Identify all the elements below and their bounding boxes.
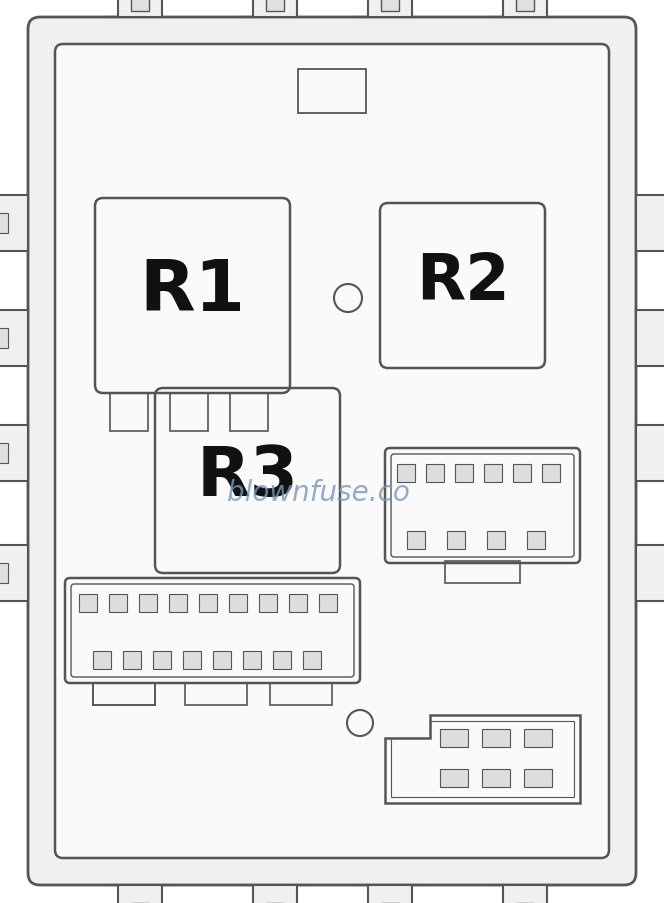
Bar	[445, 562, 520, 583]
Bar	[153, 651, 171, 669]
Polygon shape	[104, 0, 162, 18]
Polygon shape	[239, 885, 311, 903]
Text: R2: R2	[416, 250, 509, 312]
Bar	[123, 651, 141, 669]
Bar	[109, 594, 127, 612]
Bar	[0, 443, 8, 463]
FancyBboxPatch shape	[55, 45, 609, 858]
Polygon shape	[0, 545, 28, 601]
Bar	[185, 684, 247, 705]
Bar	[516, 0, 534, 12]
Bar	[93, 651, 111, 669]
Bar	[0, 329, 8, 349]
Bar	[397, 464, 415, 482]
Bar	[513, 464, 531, 482]
Bar	[266, 0, 284, 12]
Bar	[169, 594, 187, 612]
Bar	[455, 464, 473, 482]
Bar	[243, 651, 261, 669]
Bar	[484, 464, 502, 482]
Bar	[542, 464, 560, 482]
Polygon shape	[489, 885, 561, 903]
Bar	[524, 769, 552, 787]
Text: R1: R1	[139, 256, 246, 326]
Bar	[259, 594, 277, 612]
Bar	[229, 594, 247, 612]
Polygon shape	[239, 0, 297, 18]
Bar	[199, 594, 217, 612]
Polygon shape	[0, 311, 28, 367]
Bar	[527, 531, 545, 549]
Bar	[213, 651, 231, 669]
Polygon shape	[636, 425, 664, 481]
Polygon shape	[0, 196, 28, 252]
Bar	[0, 563, 8, 583]
Bar	[407, 531, 425, 549]
Polygon shape	[636, 545, 664, 601]
Bar	[440, 730, 468, 747]
Polygon shape	[0, 425, 28, 481]
Bar	[482, 730, 510, 747]
Polygon shape	[104, 885, 176, 903]
Bar	[79, 594, 97, 612]
Bar	[289, 594, 307, 612]
Polygon shape	[636, 311, 664, 367]
Bar	[298, 70, 366, 114]
Bar	[183, 651, 201, 669]
Polygon shape	[354, 0, 412, 18]
Bar	[273, 651, 291, 669]
Bar	[93, 684, 155, 705]
Bar	[524, 730, 552, 747]
Bar	[270, 684, 332, 705]
FancyBboxPatch shape	[28, 18, 636, 885]
Bar	[303, 651, 321, 669]
Polygon shape	[489, 0, 547, 18]
Bar	[131, 0, 149, 12]
Bar	[381, 0, 399, 12]
Bar	[426, 464, 444, 482]
Text: R3: R3	[197, 442, 299, 509]
Polygon shape	[354, 885, 426, 903]
Bar	[447, 531, 465, 549]
Polygon shape	[636, 196, 664, 252]
Bar	[170, 394, 208, 432]
Bar	[0, 214, 8, 234]
Text: blownfuse.co: blownfuse.co	[227, 479, 410, 506]
Bar	[110, 394, 148, 432]
Bar	[93, 684, 155, 705]
Bar	[319, 594, 337, 612]
Bar	[482, 769, 510, 787]
Bar	[487, 531, 505, 549]
Bar	[440, 769, 468, 787]
Bar	[139, 594, 157, 612]
Bar	[230, 394, 268, 432]
